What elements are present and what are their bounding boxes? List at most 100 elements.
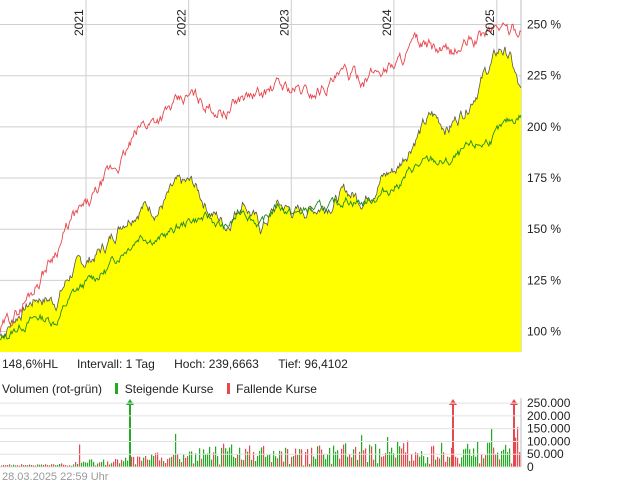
volume-bar (77, 463, 79, 467)
volume-bar (55, 465, 57, 467)
fund-line (0, 46, 522, 339)
volume-bar (165, 463, 167, 467)
volume-bar (471, 456, 473, 467)
volume-bar (89, 459, 91, 467)
interval-stat: Intervall: 1 Tag (76, 357, 155, 371)
volume-bar (373, 459, 375, 467)
rising-legend-swatch (115, 383, 119, 394)
volume-bar (293, 455, 295, 467)
volume-bar (449, 457, 451, 467)
volume-bar (227, 451, 229, 467)
volume-bar (251, 459, 253, 467)
volume-bar (425, 463, 427, 467)
volume-bar (147, 459, 149, 467)
volume-bar (361, 435, 363, 467)
volume-bar (509, 448, 511, 467)
volume-bar (241, 459, 243, 467)
volume-bar (459, 463, 461, 467)
volume-bar (263, 445, 265, 467)
volume-bar (441, 442, 443, 467)
price-x-tick: 2023 (277, 9, 291, 36)
volume-bar (137, 456, 139, 467)
volume-bar (13, 464, 15, 467)
stats-row: 148,6%HL Intervall: 1 Tag Hoch: 239,6663… (2, 357, 348, 371)
volume-bar (99, 462, 101, 467)
volume-y-tick: 0 (527, 460, 534, 473)
volume-bar (121, 459, 123, 467)
volume-bar (39, 464, 41, 467)
volume-bar (141, 460, 143, 467)
volume-bar (377, 463, 379, 467)
volume-bar (439, 458, 441, 467)
volume-bar (143, 457, 145, 467)
volume-bar (329, 447, 331, 467)
price-chart: 100 % 125 % 150 % 175 % 200 % 225 % 250 % 2021 2… (0, 0, 561, 353)
volume-bar (423, 456, 425, 467)
volume-bar (307, 449, 309, 467)
volume-bar (319, 445, 321, 467)
volume-bar (341, 448, 343, 467)
volume-bar (3, 464, 5, 467)
volume-spike-arrow (449, 399, 457, 405)
volume-bar (393, 453, 395, 467)
volume-legend-row: Volumen (rot-grün) Steigende Kurse Falle… (2, 382, 317, 396)
price-y-tick: 125 % (527, 273, 561, 287)
volume-bar (177, 453, 179, 467)
volume-bar (491, 428, 493, 467)
volume-bar (235, 457, 237, 467)
volume-bar (43, 464, 45, 467)
volume-bar (517, 427, 519, 467)
volume-bar (125, 457, 127, 467)
volume-bar (67, 465, 69, 467)
volume-y-tick: 50.000 (527, 447, 564, 461)
price-y-tick: 150 % (527, 222, 561, 236)
volume-bar (25, 465, 27, 467)
volume-bar (109, 464, 111, 467)
price-y-tick: 250 % (527, 18, 561, 32)
volume-bar (231, 444, 233, 467)
volume-y-tick: 200.000 (527, 409, 571, 423)
volume-bar (53, 464, 55, 467)
volume-y-tick: 250.000 (527, 398, 571, 410)
volume-bar (461, 457, 463, 467)
volume-bar (57, 465, 59, 467)
price-axis: 100 % 125 % 150 % 175 % 200 % 225 % 250 % 2021 2… (72, 9, 561, 339)
volume-bar (179, 459, 181, 467)
volume-bar (145, 456, 147, 467)
volume-bar (283, 461, 285, 467)
volume-bar (157, 452, 159, 467)
volume-bar (191, 451, 193, 467)
volume-bar (265, 456, 267, 467)
falling-legend-swatch (226, 383, 230, 394)
volume-bar (333, 445, 335, 467)
volume-bar (381, 456, 383, 467)
volume-bar (357, 459, 359, 467)
volume-bar (519, 452, 521, 467)
volume-bar (225, 448, 227, 467)
volume-bar (219, 464, 221, 467)
volume-bar (463, 449, 465, 467)
volume-bar (309, 463, 311, 467)
volume-bar (287, 449, 289, 467)
volume-bar (289, 464, 291, 467)
volume-bar (151, 454, 153, 467)
volume-bar (485, 455, 487, 467)
volume-bar (455, 456, 457, 467)
volume-bar (209, 446, 211, 467)
volume-bar (403, 443, 405, 467)
volume-bar (35, 465, 37, 467)
volume-bar (505, 444, 507, 467)
volume-bar (323, 454, 325, 467)
price-x-tick: 2024 (380, 9, 394, 36)
volume-bar (237, 454, 239, 467)
volume-bar (71, 465, 73, 467)
volume-bar (49, 465, 51, 467)
volume-bar (223, 443, 225, 467)
volume-bar (391, 447, 393, 467)
volume-bar (127, 460, 129, 467)
volume-bar (349, 454, 351, 467)
volume-bar (75, 462, 77, 467)
volume-bar (473, 448, 475, 467)
